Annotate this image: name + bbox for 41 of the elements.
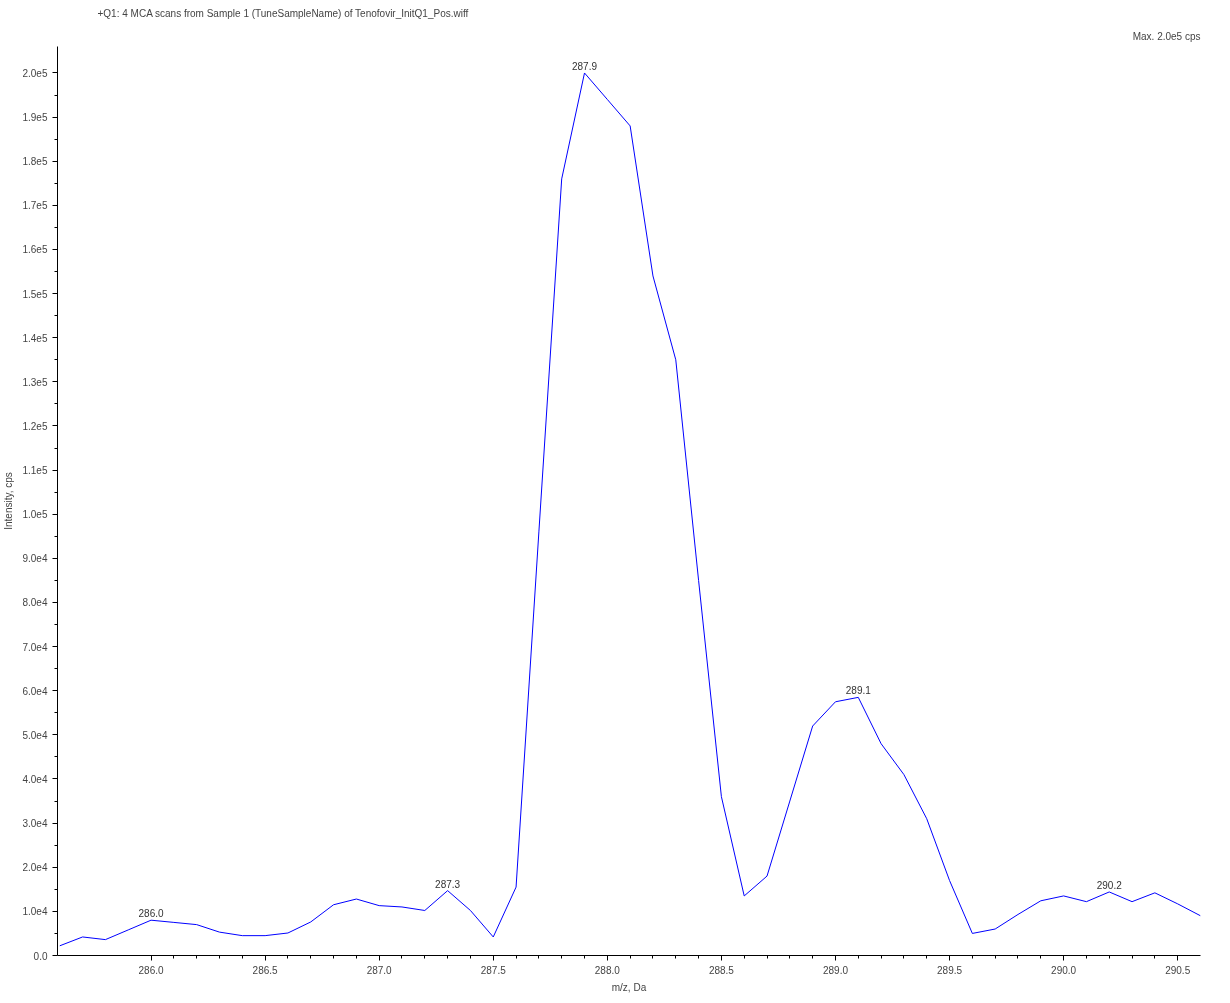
x-tick-label: 287.5	[480, 964, 507, 976]
y-tick-label: 2.0e4	[22, 862, 48, 874]
y-tick-label: 6.0e4	[22, 685, 48, 697]
x-axis-title: m/z, Da	[611, 981, 647, 993]
x-tick-label: 287.0	[366, 964, 393, 976]
y-tick-label: 1.6e5	[22, 244, 48, 256]
y-tick-label: 9.0e4	[22, 553, 48, 565]
y-tick-label: 1.9e5	[22, 112, 48, 124]
chart-title: +Q1: 4 MCA scans from Sample 1 (TuneSampleName) of Tenofovir_InitQ1_Pos.wiff	[97, 7, 469, 19]
y-tick-label: 0.0	[33, 950, 48, 962]
y-tick-label: 1.2e5	[22, 420, 48, 432]
x-tick-label: 289.0	[822, 964, 849, 976]
y-tick-label: 7.0e4	[22, 641, 48, 653]
x-tick-label: 290.5	[1165, 964, 1191, 976]
annotation: 286.0	[138, 908, 164, 920]
x-tick-label: 290.0	[1051, 964, 1077, 976]
y-axis-title: Intensity, cps	[3, 472, 15, 530]
y-tick-label: 3.0e4	[22, 818, 48, 830]
annotation: 287.3	[435, 878, 461, 890]
text: Max. 2.0e5 cps	[1132, 30, 1201, 42]
y-tick-label: 1.7e5	[22, 200, 48, 212]
y-tick-label: 1.0e5	[22, 509, 48, 521]
y-tick-label: 1.3e5	[22, 376, 48, 388]
y-tick-label: 1.4e5	[22, 332, 48, 344]
y-tick-label: 1.8e5	[22, 156, 48, 168]
x-tick-label: 286.0	[138, 964, 164, 976]
y-tick-label: 1.1e5	[22, 465, 48, 477]
annotation: 287.9	[572, 60, 598, 72]
x-tick-label: 286.5	[252, 964, 279, 976]
annotation: 290.2	[1096, 879, 1123, 891]
y-tick-label: 1.5e5	[22, 288, 48, 300]
line-series	[59, 72, 1201, 947]
x-tick-label: 288.5	[708, 964, 735, 976]
x-tick-label: 289.5	[937, 964, 963, 976]
annotation: 289.1	[845, 685, 872, 697]
y-tick-label: 5.0e4	[22, 729, 48, 741]
y-tick-label: 1.0e4	[22, 906, 48, 918]
x-tick-label: 288.0	[594, 964, 621, 976]
y-tick-label: 2.0e5	[22, 67, 48, 79]
y-tick-label: 4.0e4	[22, 774, 48, 785]
y-tick-label: 8.0e4	[22, 597, 48, 609]
